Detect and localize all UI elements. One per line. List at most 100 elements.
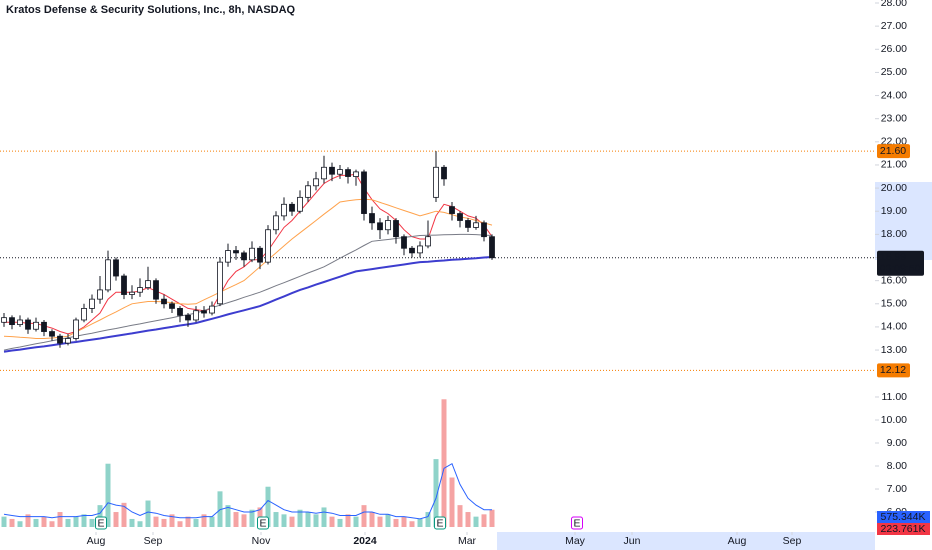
candle-body bbox=[225, 250, 231, 263]
candle-body bbox=[89, 298, 95, 309]
candle-body bbox=[345, 169, 351, 177]
volume-bar bbox=[217, 491, 223, 527]
last-price-badge bbox=[877, 250, 924, 276]
volume-bar bbox=[65, 518, 71, 527]
candle-body bbox=[353, 171, 359, 177]
candle-body bbox=[465, 220, 471, 228]
volume-tick-label: 8.00 bbox=[887, 460, 908, 472]
candle-body bbox=[369, 213, 375, 224]
volume-bar bbox=[281, 514, 287, 527]
volume-badge bbox=[877, 523, 930, 535]
earnings-marker-label: E bbox=[436, 517, 443, 529]
candle-body bbox=[49, 331, 55, 337]
volume-bar bbox=[297, 509, 303, 527]
volume-bar bbox=[305, 512, 311, 527]
candle-body bbox=[193, 310, 199, 321]
volume-bar bbox=[121, 502, 127, 527]
y-tick-label: 14.00 bbox=[881, 321, 907, 333]
candle-body bbox=[337, 169, 343, 175]
candle-body bbox=[393, 220, 399, 238]
y-tick-label: 16.00 bbox=[881, 274, 907, 286]
last-price-label: 16.99 bbox=[880, 251, 906, 263]
volume-bar bbox=[473, 516, 479, 527]
moving-average-line bbox=[4, 173, 493, 335]
volume-tick-label: 10.00 bbox=[881, 414, 907, 426]
candle-body bbox=[417, 245, 423, 254]
candle-body bbox=[281, 203, 287, 217]
candle-body bbox=[129, 291, 135, 295]
candle-body bbox=[81, 308, 87, 321]
x-tick-label: May bbox=[565, 535, 586, 547]
candle-body bbox=[273, 215, 279, 231]
volume-bar bbox=[377, 516, 383, 527]
candle-body bbox=[473, 222, 479, 228]
earnings-marker-label: E bbox=[97, 517, 104, 529]
time-range-highlight bbox=[497, 532, 875, 550]
volume-bar bbox=[33, 518, 39, 527]
chart-title: Kratos Defense & Security Solutions, Inc… bbox=[6, 4, 296, 16]
candle-body bbox=[57, 335, 63, 344]
candle-body bbox=[121, 275, 127, 295]
price-badge-label: 12.12 bbox=[880, 364, 906, 376]
candle-body bbox=[297, 196, 303, 212]
volume-bar bbox=[313, 514, 319, 527]
candle-body bbox=[41, 321, 47, 332]
volume-bar bbox=[145, 500, 151, 527]
volume-bar bbox=[481, 514, 487, 527]
x-tick-label: Nov bbox=[252, 535, 271, 547]
candle-body bbox=[233, 250, 239, 254]
candle-body bbox=[305, 185, 311, 198]
candle-body bbox=[177, 308, 183, 316]
candle-body bbox=[113, 259, 119, 277]
volume-ma-line bbox=[3, 462, 492, 520]
volume-bar bbox=[185, 516, 191, 527]
earnings-marker bbox=[95, 516, 107, 530]
candle-body bbox=[161, 298, 167, 305]
moving-average-line bbox=[3, 233, 493, 351]
volume-bar bbox=[105, 463, 111, 527]
candle-body bbox=[65, 338, 71, 344]
volume-tick-label: 9.00 bbox=[887, 437, 908, 449]
earnings-marker bbox=[571, 516, 583, 530]
volume-badge bbox=[877, 511, 930, 523]
candle-body bbox=[97, 289, 103, 300]
candle-body bbox=[1, 317, 7, 323]
volume-bar bbox=[137, 521, 143, 527]
price-badge bbox=[877, 144, 910, 159]
candle-body bbox=[25, 319, 31, 330]
candle-body bbox=[401, 236, 407, 249]
candle-body bbox=[425, 236, 431, 247]
volume-bar bbox=[337, 518, 343, 527]
candle-body bbox=[137, 287, 143, 293]
volume-bar bbox=[329, 516, 335, 527]
axis-range-highlight bbox=[875, 182, 932, 260]
volume-badge-label: 223.761K bbox=[881, 523, 926, 535]
volume-bar bbox=[73, 516, 79, 527]
volume-bar bbox=[449, 477, 455, 527]
earnings-marker bbox=[434, 516, 446, 530]
volume-bar bbox=[345, 514, 351, 527]
candle-body bbox=[457, 213, 463, 221]
x-tick-label: Aug bbox=[87, 535, 106, 547]
candle-body bbox=[209, 305, 215, 314]
volume-bar bbox=[161, 518, 167, 527]
candle-body bbox=[249, 247, 255, 261]
moving-average-line bbox=[3, 198, 493, 339]
volume-bar bbox=[169, 514, 175, 527]
volume-bar bbox=[249, 509, 255, 527]
candle-body bbox=[289, 203, 295, 212]
volume-bar bbox=[225, 505, 231, 527]
volume-bar bbox=[241, 514, 247, 527]
volume-bar bbox=[465, 512, 471, 527]
candle-body bbox=[145, 280, 151, 288]
price-badge-label: 21.60 bbox=[880, 145, 906, 157]
y-tick-label: 25.00 bbox=[881, 66, 907, 78]
price-badge bbox=[877, 363, 910, 378]
volume-bar bbox=[457, 505, 463, 527]
volume-bar bbox=[201, 514, 207, 527]
y-tick-label: 27.00 bbox=[881, 20, 907, 32]
x-tick-label: 2024 bbox=[353, 535, 377, 547]
volume-bar bbox=[433, 459, 439, 527]
